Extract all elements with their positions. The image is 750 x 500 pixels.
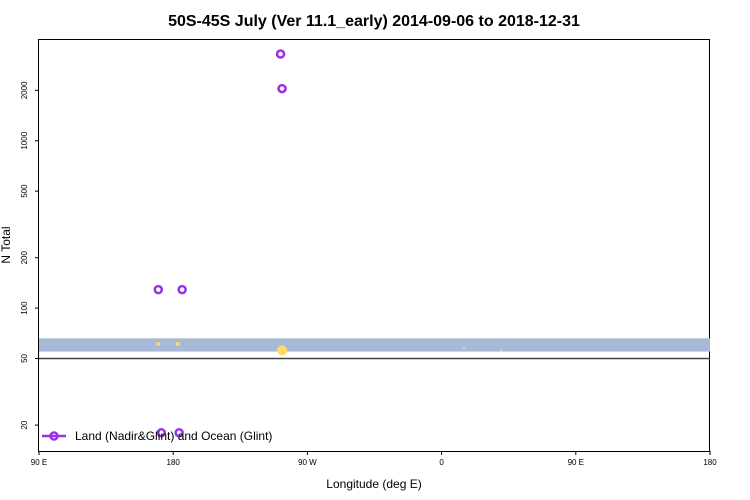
legend-label: Land (Nadir&Glint) and Ocean (Glint) [75,429,272,443]
x-tick-label: 180 [703,458,717,467]
legend: Land (Nadir&Glint) and Ocean (Glint) [42,429,272,443]
data-point [153,284,164,295]
y-tick-label: 50 [20,353,29,362]
y-tick-label: 2000 [20,81,29,99]
legend-marker [49,431,59,441]
background-point [462,346,465,349]
x-tick-label: 90 E [31,458,47,467]
y-tick-label: 100 [20,301,29,315]
background-point [175,342,180,347]
data-point [177,284,187,295]
data-point [174,427,184,438]
x-axis-label: Longitude (deg E) [326,477,421,491]
chart-title: 50S-45S July (Ver 11.1_early) 2014-09-06… [168,13,580,30]
background-point [156,342,161,347]
background-point [280,345,287,352]
y-axis-label: N Total [0,226,13,263]
x-tick-label: 90 W [298,458,317,467]
x-tick-label: 0 [439,458,444,467]
plot-frame [38,39,710,452]
x-tick-label: 180 [167,458,181,467]
background-point [500,349,503,352]
x-tick-label: 90 E [568,458,584,467]
y-tick-label: 20 [20,420,29,429]
data-point [156,427,167,438]
y-tick-label: 1000 [20,131,29,149]
y-tick-label: 500 [20,184,29,198]
y-tick-label: 200 [20,251,29,265]
data-point [277,83,287,94]
data-band [39,338,710,352]
data-point [275,49,286,59]
